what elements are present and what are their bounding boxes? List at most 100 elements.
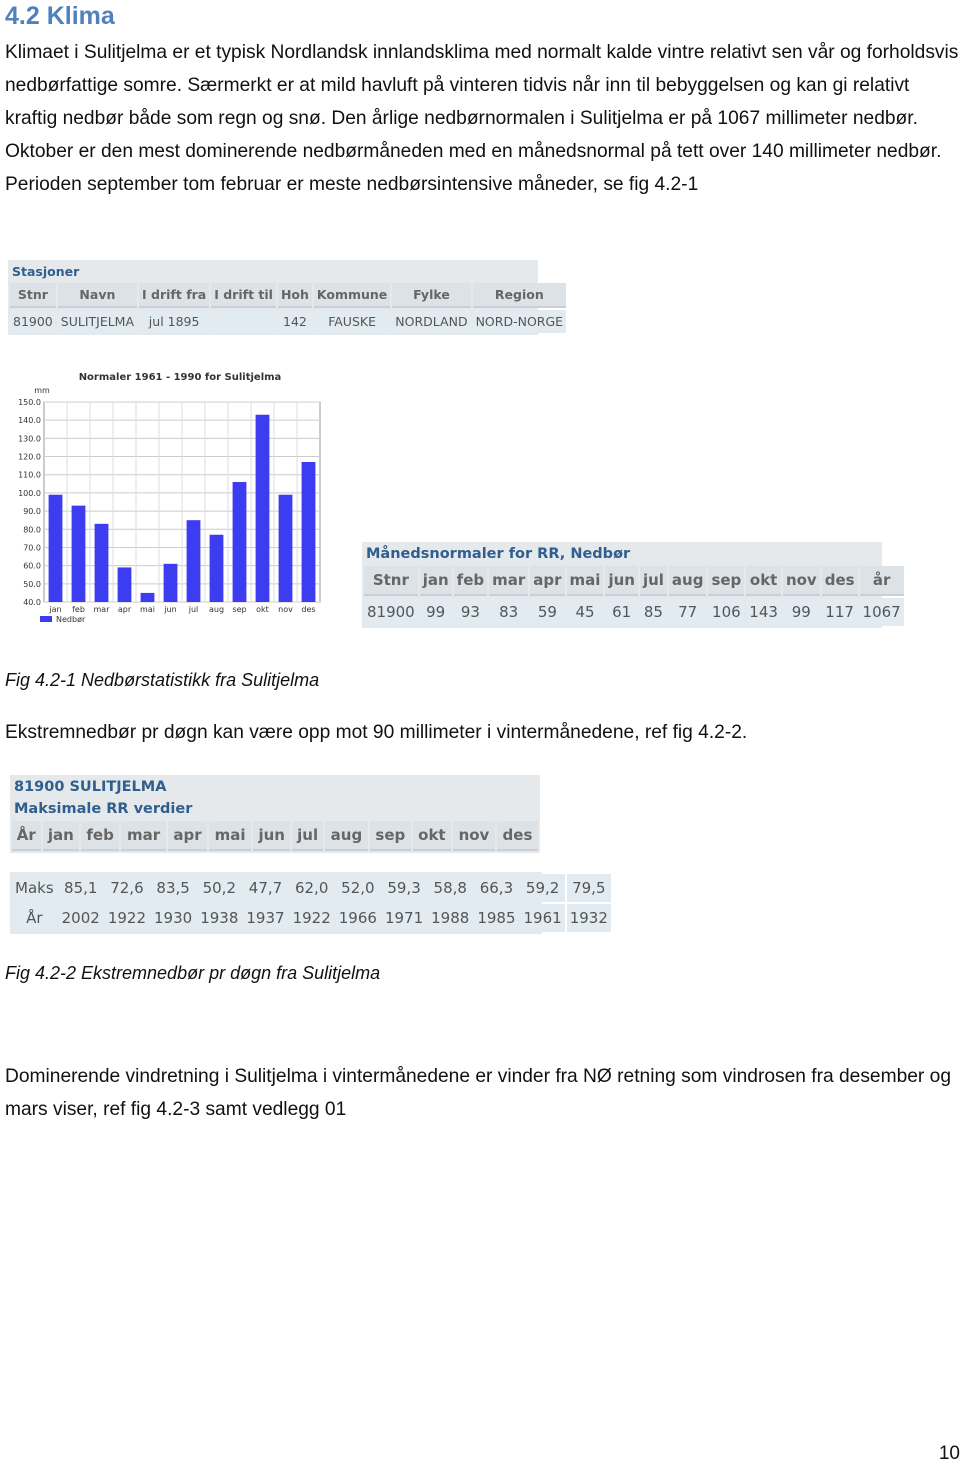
data-cell: 58,8 [428,874,473,902]
y-tick-label: 50.0 [23,580,41,589]
bar [140,592,155,602]
data-cell: jul 1895 [139,310,210,333]
extreme-paragraph: Ekstremnedbør pr døgn kan være opp mot 9… [5,722,748,743]
table-title: 81900 SULITJELMA [14,779,167,795]
legend-swatch [40,616,52,622]
data-cell: 81900 [364,598,418,626]
data-row: 81900 SULITJELMA jul 1895 142 FAUSKE NORDLAND… [10,310,567,333]
y-tick-label: 120.0 [18,453,41,462]
intro-paragraph: Klimaet i Sulitjelma er et typisk Nordla… [5,42,959,195]
y-unit: mm [34,386,50,395]
data-cell: 59,3 [381,874,427,902]
data-cell: 62,0 [289,874,334,902]
data-cell: 45 [566,598,604,626]
data-row: Maks 85,1 72,6 83,5 50,2 47,7 62,0 52,0 59,3 58,8… [12,874,611,902]
data-cell: NORDLAND [392,310,471,333]
header-cell: mai [209,821,252,851]
data-cell: 1932 [566,904,611,932]
header-cell: des [821,566,858,596]
data-cell: 1067 [859,598,904,626]
data-cell: 81900 [10,310,56,333]
header-cell: jul [639,566,667,596]
header-cell: Region [472,283,567,308]
header-cell: I drift til [211,283,276,308]
header-cell: mai [566,566,604,596]
header-cell: mar [121,821,166,851]
data-cell: 1937 [243,904,288,932]
data-cell: 142 [277,310,312,333]
bar [255,414,270,602]
data-cell: 83,5 [151,874,196,902]
data-cell: 50,2 [197,874,242,902]
header-cell: nov [452,821,495,851]
data-cell: 85,1 [58,874,103,902]
normals-table: Månedsnormaler for RR, Nedbør Stnr jan feb m… [362,542,904,628]
bar [301,462,316,602]
data-cell: 1922 [289,904,334,932]
header-cell: jun [253,821,291,851]
header-cell: okt [412,821,451,851]
data-cell: 1971 [381,904,427,932]
y-tick-label: 80.0 [23,525,41,534]
data-cell: 1985 [474,904,519,932]
data-cell: 143 [746,598,781,626]
y-tick-label: 60.0 [23,562,41,571]
header-row: Stnr jan feb mar apr mai jun jul aug sep okt nov des… [364,566,904,596]
header-cell: feb [453,566,488,596]
precipitation-chart: Normaler 1961 - 1990 for Sulitjelma mm 4… [18,372,321,624]
header-cell: Fylke [392,283,471,308]
data-cell: NORD-NORGE [472,310,567,333]
data-cell: Maks [12,874,57,902]
table-title: Stasjoner [12,264,80,279]
header-cell: apr [167,821,208,851]
header-cell: okt [746,566,781,596]
data-cell: 52,0 [335,874,380,902]
y-tick-label: 90.0 [23,507,41,516]
station-table: Stasjoner Stnr Navn I drift fra I drift til H… [8,260,567,335]
table: Stnr jan feb mar apr mai jun jul aug sep okt nov des… [362,564,906,628]
data-cell: 72,6 [104,874,150,902]
header-cell: Hoh [277,283,312,308]
header-cell: år [859,566,904,596]
header-row: Stnr Navn I drift fra I drift til Hoh Kommune… [10,283,567,308]
data-cell: 99 [419,598,452,626]
header-cell: des [496,821,538,851]
data-cell: 79,5 [566,874,611,902]
table-title: Månedsnormaler for RR, Nedbør [366,546,631,562]
data-cell: 47,7 [243,874,288,902]
x-tick-label: mai [140,605,155,614]
header-cell: apr [530,566,565,596]
legend-label: Nedbør [56,615,86,624]
x-tick-label: okt [256,605,269,614]
data-cell: 83 [489,598,529,626]
data-cell: År [12,904,57,932]
x-tick-label: aug [209,605,224,614]
header-cell: I drift fra [139,283,210,308]
x-tick-label: jun [163,605,176,614]
header-cell: aug [668,566,707,596]
header-cell: jun [605,566,638,596]
data-cell: 77 [668,598,707,626]
data-cell: 2002 [58,904,103,932]
section-heading: 4.2 Klima [5,2,115,30]
data-cell: 61 [605,598,638,626]
bar [71,505,86,602]
bar [278,494,293,602]
header-cell: jan [419,566,452,596]
header-cell: aug [325,821,368,851]
header-cell: sep [708,566,745,596]
table: Stnr Navn I drift fra I drift til Hoh Kommune… [8,281,568,335]
header-cell: feb [81,821,120,851]
data-row: År 2002 1922 1930 1938 1937 1922 1966 1971 1988 19… [12,904,611,932]
x-tick-label: mar [94,605,111,614]
x-tick-label: feb [72,605,85,614]
bar [117,567,132,602]
bar [163,563,178,602]
header-cell: Kommune [313,283,391,308]
data-cell: 1961 [520,904,565,932]
header-cell: Stnr [364,566,418,596]
bar [186,520,201,602]
data-cell: 1930 [151,904,196,932]
